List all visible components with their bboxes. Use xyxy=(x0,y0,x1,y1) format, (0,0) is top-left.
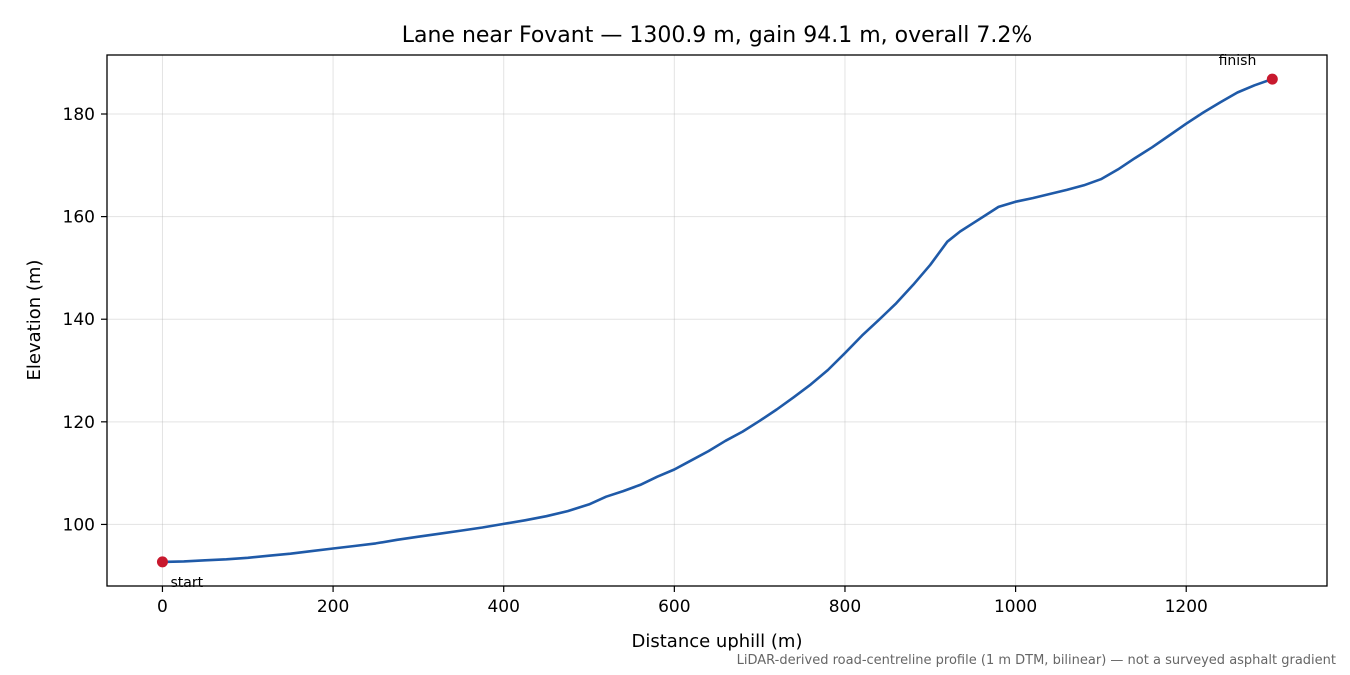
y-tick-label: 120 xyxy=(63,413,95,433)
x-tick-label: 0 xyxy=(157,597,168,617)
finish-marker xyxy=(1266,73,1278,85)
x-tick-label: 200 xyxy=(317,597,349,617)
x-tick-label: 600 xyxy=(658,597,690,617)
elevation-line xyxy=(161,77,1274,564)
start-label: start xyxy=(170,575,203,591)
x-tick-label: 1000 xyxy=(994,597,1037,617)
x-axis: 0 200 400 600 800 1000 1200 xyxy=(157,586,1208,617)
start-marker xyxy=(156,556,168,568)
y-tick-label: 100 xyxy=(63,515,95,535)
marker-layer: start finish xyxy=(156,53,1278,591)
x-tick-label: 800 xyxy=(829,597,861,617)
y-axis: 100 120 140 160 180 xyxy=(63,105,107,535)
series-layer xyxy=(161,77,1274,564)
y-axis-label: Elevation (m) xyxy=(24,260,45,381)
plot-frame xyxy=(106,54,1328,587)
finish-label: finish xyxy=(1219,53,1257,69)
footnote: LiDAR-derived road-centreline profile (1… xyxy=(737,653,1336,668)
grid xyxy=(107,55,1327,586)
x-tick-label: 1200 xyxy=(1165,597,1208,617)
y-tick-label: 160 xyxy=(63,208,95,228)
x-tick-label: 400 xyxy=(487,597,519,617)
chart-title: Lane near Fovant — 1300.9 m, gain 94.1 m… xyxy=(402,23,1033,48)
x-axis-label: Distance uphill (m) xyxy=(632,631,803,652)
y-tick-label: 140 xyxy=(63,310,95,330)
y-tick-label: 180 xyxy=(63,105,95,125)
